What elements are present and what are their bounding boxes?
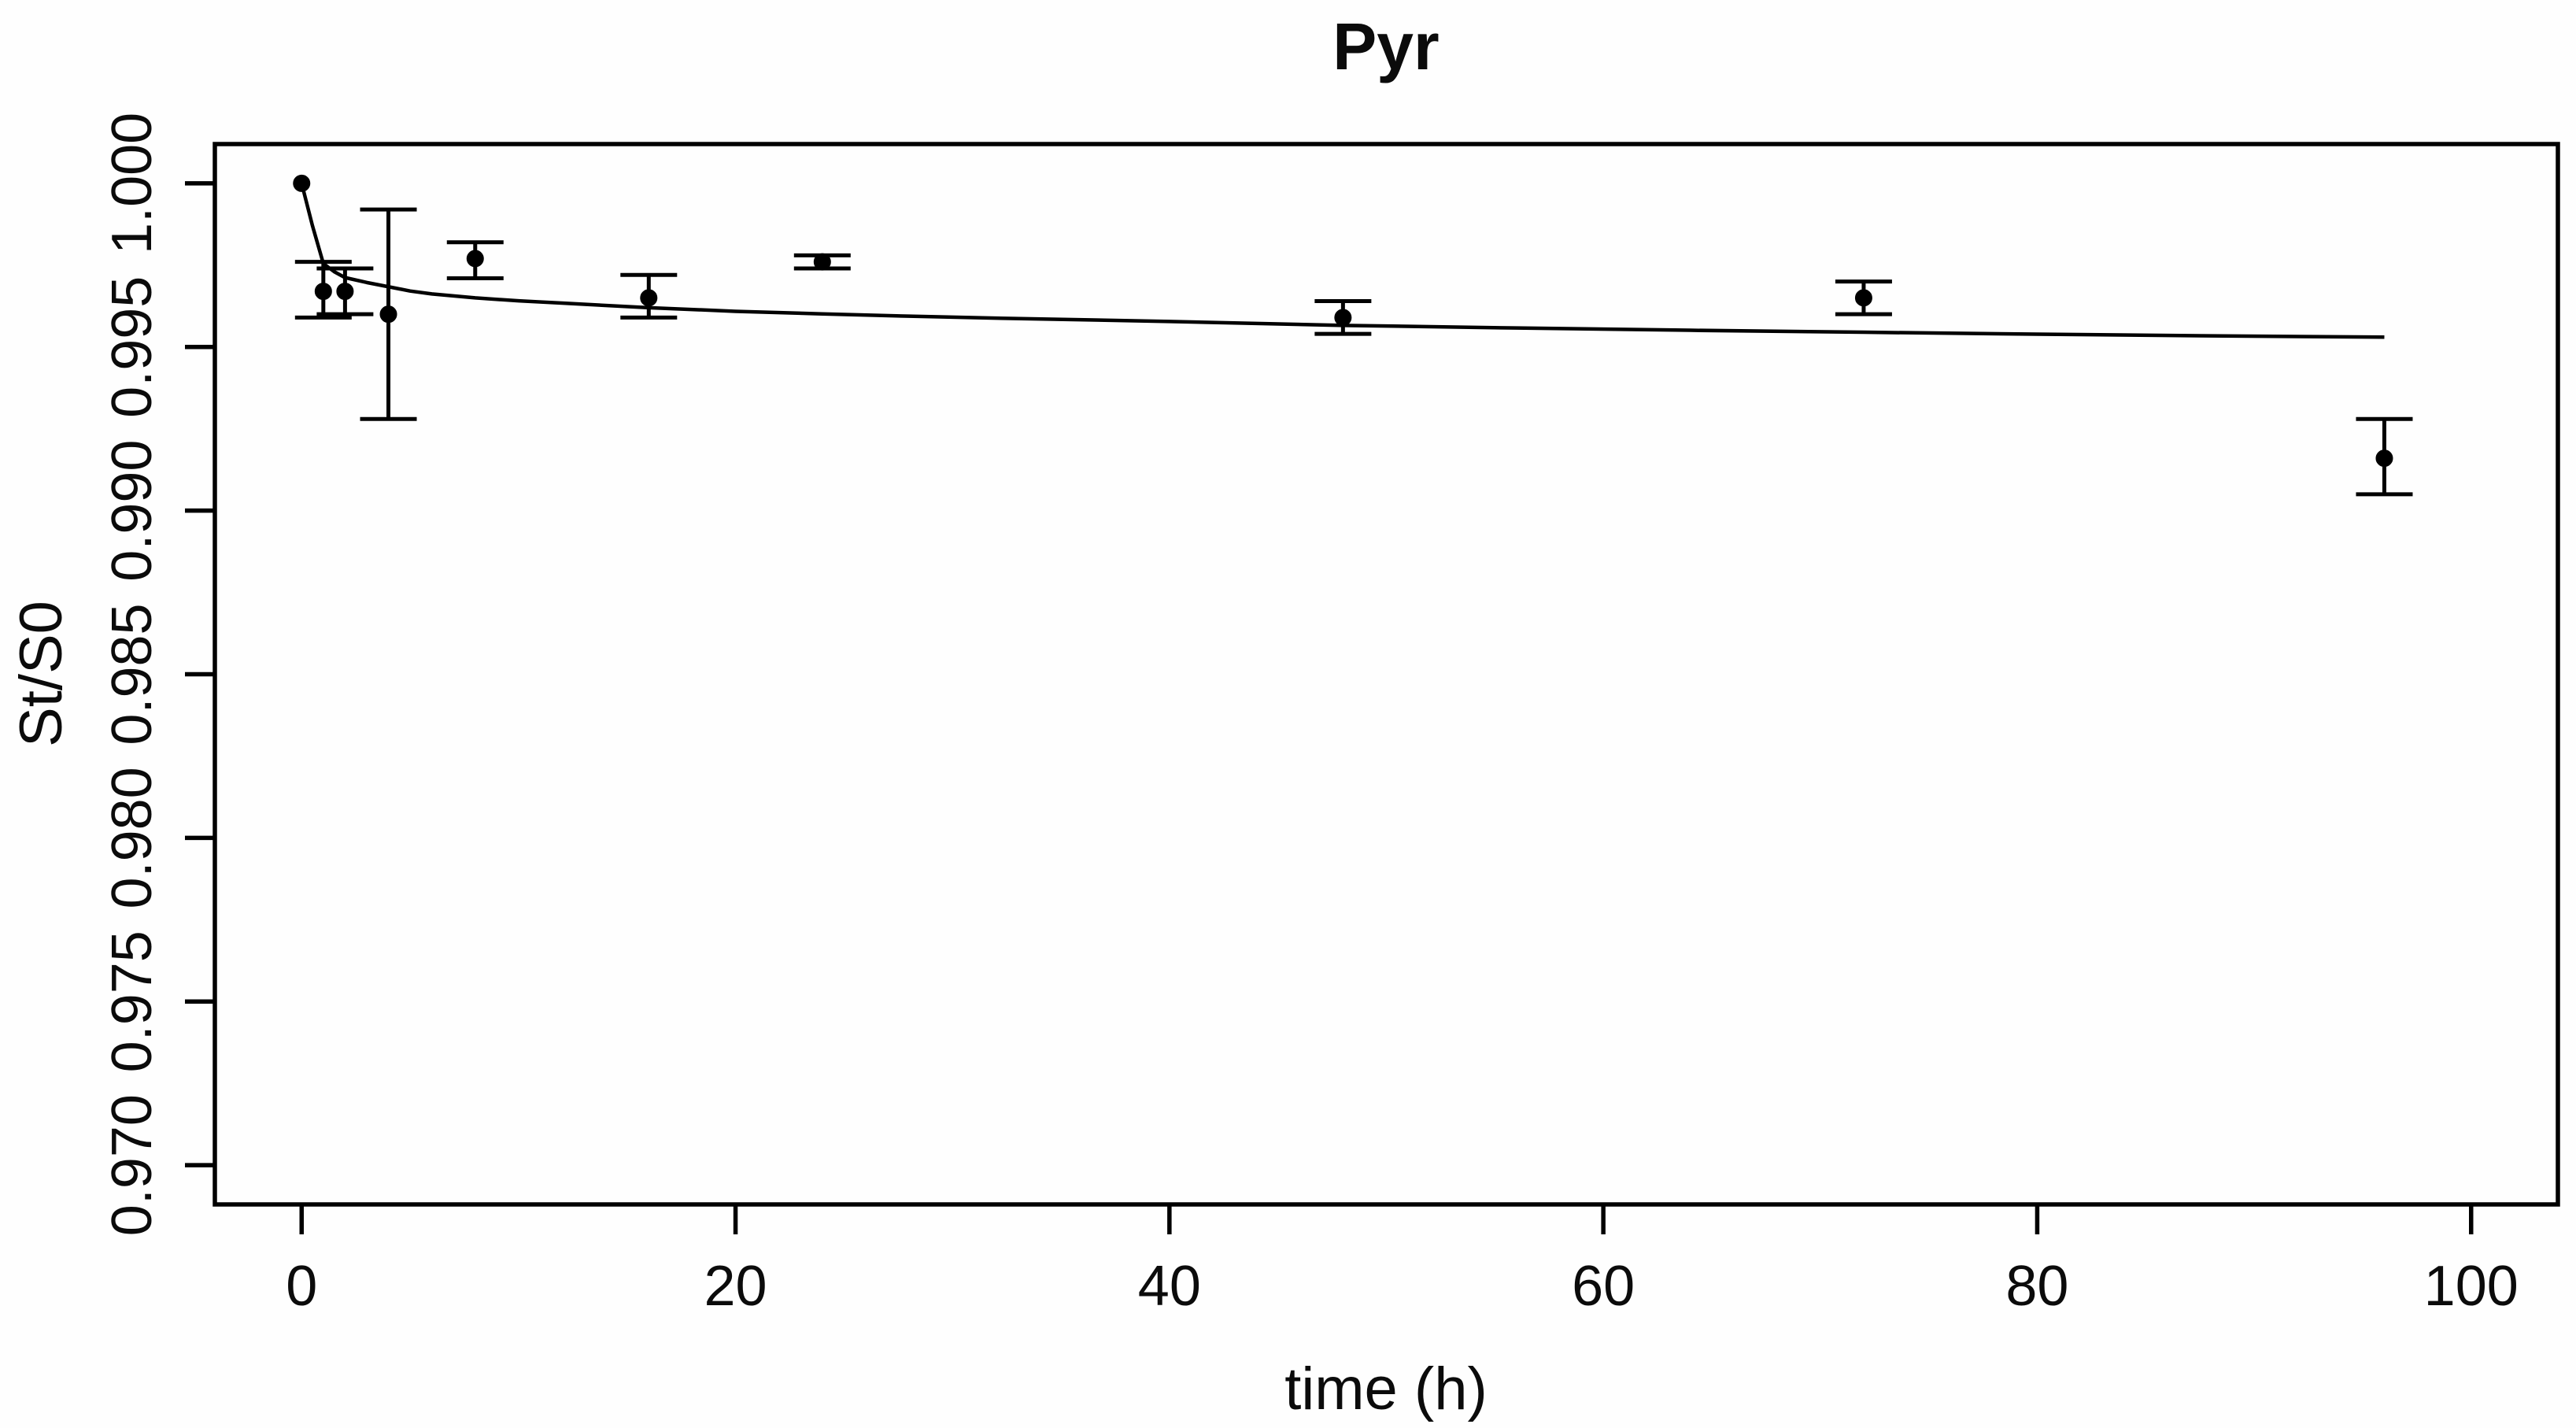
data-point [293,174,311,192]
plot-title: Pyr [1332,9,1439,83]
y-tick-label: 0.970 [101,1094,164,1236]
y-tick-label: 0.995 [101,276,164,418]
y-tick-label: 0.985 [101,603,164,745]
x-axis-label: time (h) [1284,1356,1488,1422]
y-tick-label: 1.000 [101,113,164,254]
y-tick-label: 0.975 [101,930,164,1072]
x-tick-label: 80 [2005,1255,2068,1318]
data-point [1334,309,1352,327]
x-tick-label: 40 [1138,1255,1201,1318]
data-point [640,289,658,307]
data-point [813,253,831,271]
x-tick-label: 60 [1572,1255,1635,1318]
data-point [379,305,397,324]
data-point [336,283,354,301]
x-tick-label: 100 [2424,1255,2519,1318]
y-axis-label: St/S0 [8,601,75,747]
data-point [314,283,332,301]
plot-area: 0 20 40 60 80 100 0.970 0.975 0.980 0.985 0.990 0.9… [101,113,2560,1318]
data-point [466,250,484,268]
x-tick-label: 20 [704,1255,767,1318]
x-tick-label: 0 [286,1255,317,1318]
data-point [2375,449,2393,468]
data-point [1854,289,1872,307]
y-tick-label: 0.990 [101,440,164,582]
y-tick-label: 0.980 [101,767,164,908]
